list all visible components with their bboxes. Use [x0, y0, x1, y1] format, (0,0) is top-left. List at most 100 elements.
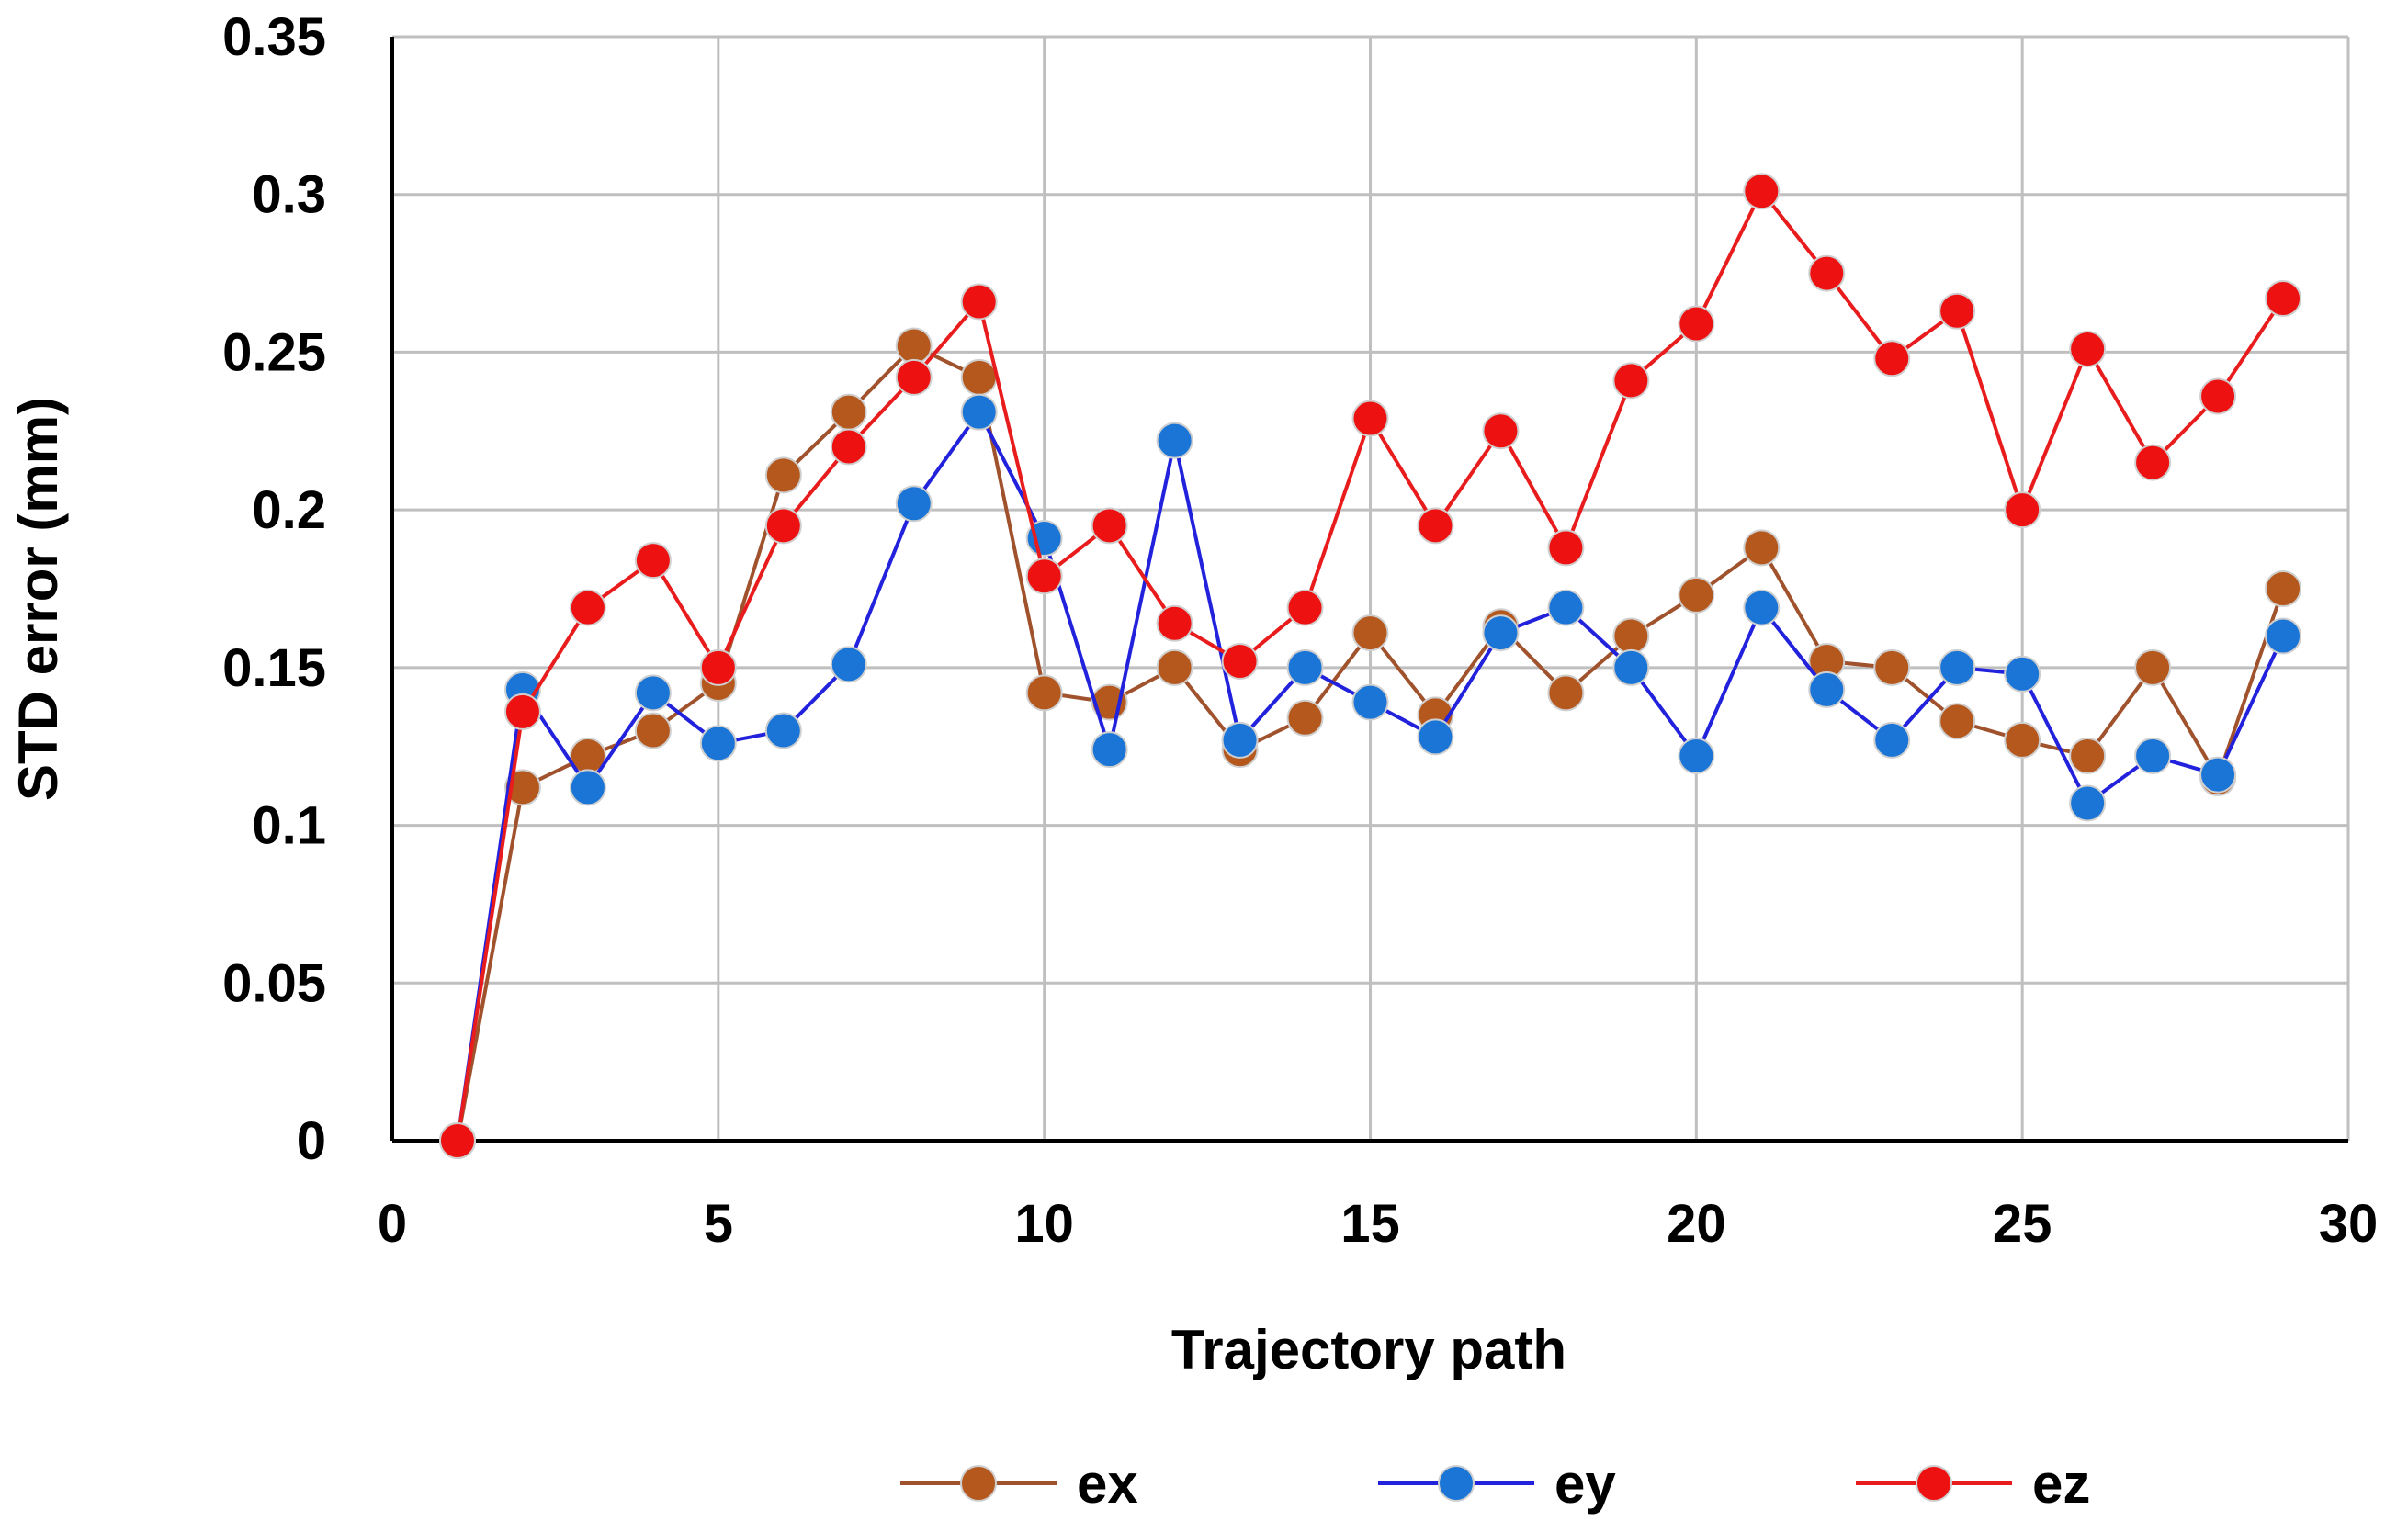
data-point-ey	[1743, 589, 1781, 626]
data-point-ey	[1286, 648, 1324, 686]
data-point-ez	[1417, 507, 1454, 545]
y-tick-label: 0.3	[252, 165, 326, 225]
data-point-ez	[1873, 340, 1911, 377]
data-point-ez	[1743, 173, 1781, 210]
data-point-ex	[1351, 614, 1389, 652]
legend-item-ey: ey	[1378, 1453, 1616, 1515]
data-point-ey	[2265, 617, 2302, 655]
data-point-ey	[830, 646, 867, 683]
data-point-ez	[830, 428, 867, 466]
data-point-ey	[1612, 648, 1650, 686]
y-tick-label: 0.05	[222, 953, 326, 1013]
legend-label: ey	[1554, 1453, 1616, 1515]
legend-swatch-marker	[1438, 1465, 1475, 1502]
data-point-ey	[1547, 589, 1585, 626]
data-point-ex	[1156, 648, 1193, 686]
data-point-ey	[1873, 721, 1911, 759]
data-point-ey	[1221, 721, 1259, 759]
data-point-ez	[1612, 362, 1650, 400]
data-point-ex	[764, 456, 802, 494]
data-point-ey	[2069, 784, 2107, 822]
data-series	[438, 173, 2302, 1159]
series-ez	[438, 173, 2302, 1159]
legend-swatch-marker	[1916, 1465, 1952, 1502]
data-point-ey	[2004, 655, 2041, 693]
data-point-ez	[569, 589, 606, 626]
y-tick-label: 0.35	[222, 7, 326, 67]
data-point-ez	[960, 283, 998, 321]
legend-swatch-marker	[960, 1465, 997, 1502]
x-tick-label: 25	[1993, 1194, 2052, 1254]
data-point-ez	[1808, 254, 1846, 292]
x-tick-label: 30	[2319, 1194, 2379, 1254]
legend-label: ex	[1077, 1453, 1138, 1515]
y-tick-label: 0.1	[252, 796, 326, 856]
data-point-ez	[1482, 412, 1520, 450]
data-point-ey	[1482, 614, 1520, 652]
x-tick-label: 10	[1014, 1194, 1074, 1254]
data-point-ex	[960, 358, 998, 396]
data-point-ez	[1547, 529, 1585, 567]
data-point-ex	[1025, 674, 1063, 712]
data-point-ez	[1678, 305, 1715, 343]
data-point-ez	[699, 648, 737, 686]
data-point-ex	[1612, 617, 1650, 655]
data-point-ez	[2265, 280, 2302, 318]
x-tick-label: 0	[378, 1194, 407, 1254]
series-ey	[438, 393, 2302, 1159]
data-point-ex	[1743, 529, 1781, 567]
data-point-ey	[2134, 738, 2172, 775]
data-point-ex	[2265, 570, 2302, 607]
data-point-ey	[960, 393, 998, 431]
data-point-ez	[1351, 400, 1389, 437]
y-tick-label: 0.25	[222, 322, 326, 382]
x-tick-label: 15	[1340, 1194, 1400, 1254]
x-tick-label: 5	[704, 1194, 733, 1254]
data-point-ez	[764, 507, 802, 545]
data-point-ey	[1091, 731, 1128, 769]
legend-item-ez: ez	[1856, 1453, 2090, 1515]
data-point-ey	[1351, 683, 1389, 721]
data-point-ez	[1221, 642, 1259, 680]
data-point-ey	[1939, 648, 1976, 686]
data-point-ex	[634, 712, 672, 749]
data-point-ez	[2134, 444, 2172, 481]
y-tick-label: 0.2	[252, 480, 326, 540]
legend: ex ey ez	[900, 1453, 2090, 1515]
data-point-ez	[2069, 330, 2107, 367]
data-point-ez	[1939, 292, 1976, 330]
data-point-ez	[438, 1122, 476, 1159]
y-axis-title: STD error (mm)	[7, 397, 69, 801]
data-point-ex	[2134, 648, 2172, 686]
tick-labels: 0 5 10 15 20 25 30 0 0.05 0.1 0.15 0.2 0.25 0.3 0.35	[222, 7, 2378, 1254]
data-point-ez	[895, 358, 933, 396]
data-point-ex	[1678, 576, 1715, 614]
data-point-ey	[699, 725, 737, 762]
y-tick-label: 0	[297, 1111, 326, 1171]
data-point-ex	[1873, 648, 1911, 686]
data-point-ex	[830, 393, 867, 431]
data-point-ez	[1025, 558, 1063, 595]
axes	[390, 37, 2348, 1143]
data-point-ez	[503, 693, 541, 730]
data-point-ex	[895, 327, 933, 365]
data-point-ex	[2004, 721, 2041, 759]
data-point-ey	[1808, 670, 1846, 708]
legend-label: ez	[2032, 1453, 2090, 1515]
data-point-ey	[895, 485, 933, 523]
data-point-ey	[764, 712, 802, 749]
data-point-ey	[1678, 738, 1715, 775]
data-point-ez	[634, 542, 672, 580]
data-point-ex	[2069, 738, 2107, 775]
data-point-ez	[1286, 589, 1324, 626]
data-point-ey	[1417, 718, 1454, 756]
data-point-ez	[2004, 491, 2041, 529]
data-point-ey	[634, 674, 672, 712]
data-point-ex	[1547, 674, 1585, 712]
data-point-ex	[1939, 703, 1976, 740]
data-point-ez	[2199, 377, 2237, 415]
data-point-ey	[569, 769, 606, 806]
